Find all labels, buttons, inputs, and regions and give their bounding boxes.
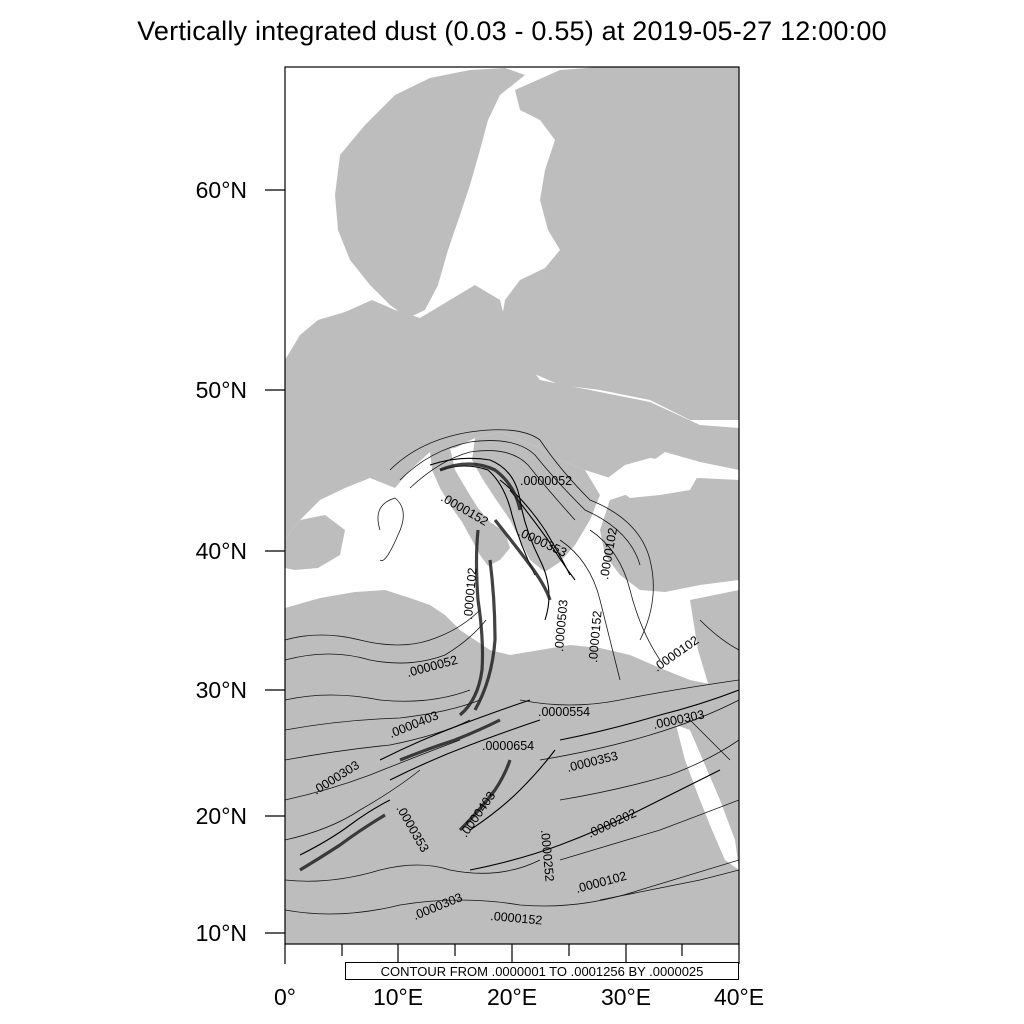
land-finland-russia [500, 67, 739, 420]
lat-tick-label: 20°N [196, 803, 247, 829]
land-italy [430, 448, 510, 566]
lon-tick-label: 30°E [601, 984, 651, 1010]
lon-tick-label: 0° [274, 984, 296, 1010]
sea-red [676, 725, 739, 870]
contour-label: .0000252 [538, 829, 556, 882]
contour-lines [285, 429, 739, 915]
page-title: Vertically integrated dust (0.03 - 0.55)… [137, 16, 887, 46]
contour-label: .0000654 [482, 739, 534, 753]
lat-tick-label: 30°N [196, 677, 247, 703]
seas [470, 130, 739, 870]
lon-tick-label: 10°E [373, 984, 423, 1010]
contour-label: .0000503 [552, 599, 570, 652]
plume-outer [285, 429, 739, 915]
land-north-africa [285, 590, 739, 944]
lon-tick-labels: 0° 10°E 20°E 30°E 40°E [274, 984, 764, 1010]
contour-label: .0000152 [490, 909, 543, 927]
contour-label: .0000052 [520, 474, 572, 488]
land-masses [285, 67, 739, 944]
lat-tick-marks [265, 189, 285, 934]
lon-tick-label: 40°E [714, 984, 764, 1010]
sea-black [605, 458, 700, 498]
land-iberia [285, 515, 345, 570]
land-anatolia [600, 478, 739, 592]
contour-info-label: CONTOUR FROM .0000001 TO .0001256 BY .00… [345, 962, 739, 980]
lon-tick-label: 20°E [487, 984, 537, 1010]
lat-tick-label: 40°N [196, 538, 247, 564]
contour-label: .0000102 [461, 567, 479, 620]
lat-tick-label: 50°N [196, 377, 247, 403]
lat-tick-labels: 60°N 50°N 40°N 30°N 20°N 10°N [196, 177, 247, 946]
land-scandinavia [335, 68, 525, 318]
plume-core [299, 462, 552, 872]
land-central-europe [285, 285, 739, 540]
contour-label: .0000152 [586, 610, 604, 663]
map-plot-area: .0000052 .0000152 .0000353 .0000102 .000… [285, 67, 739, 944]
land-levant [690, 590, 739, 690]
sea-baltic [470, 130, 548, 282]
contour-label: .0000554 [538, 705, 590, 719]
lat-tick-label: 60°N [196, 177, 247, 203]
lon-tick-marks [284, 944, 740, 964]
lat-tick-label: 10°N [196, 920, 247, 946]
land-balkans [472, 432, 600, 572]
